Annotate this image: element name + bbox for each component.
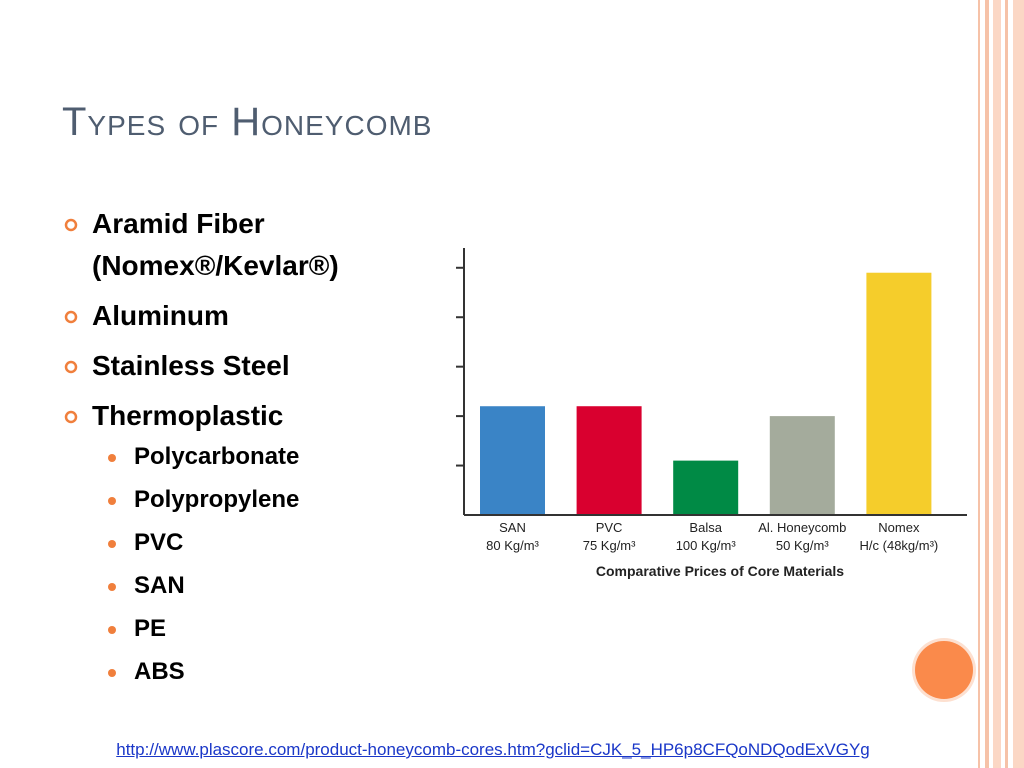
bullet-marker: [64, 310, 78, 324]
sub-bullet: PE: [134, 615, 167, 642]
sub-bullet: SAN: [134, 572, 185, 599]
sub-bullet: Polypropylene: [134, 486, 300, 513]
x-tick-sublabel: 50 Kg/m³: [776, 538, 829, 553]
bar: [480, 406, 545, 515]
bullet: Aramid Fiber (Nomex®/Kevlar®): [92, 208, 339, 281]
x-tick-label: SAN: [499, 520, 526, 535]
x-tick-sublabel: 80 Kg/m³: [486, 538, 539, 553]
bar: [576, 406, 642, 515]
bar: [673, 460, 739, 515]
sub-bullet-marker: [108, 669, 116, 677]
sub-bullet-marker: [108, 626, 116, 634]
sub-bullet: PVC: [134, 529, 184, 556]
bullet-marker: [64, 218, 78, 232]
slide-title: Types of Honeycomb: [62, 100, 433, 144]
bullet-marker: [64, 360, 78, 374]
sub-bullet-marker: [108, 540, 116, 548]
x-tick-label: PVC: [596, 520, 623, 535]
sub-bullet-marker: [108, 454, 116, 462]
x-tick-label: Balsa: [689, 520, 722, 535]
bullet: Thermoplastic: [92, 400, 284, 431]
sub-bullet-marker: [108, 583, 116, 591]
sub-bullet: ABS: [134, 658, 185, 685]
x-tick-label: Nomex: [878, 520, 920, 535]
x-tick-label: Al. Honeycomb: [758, 520, 846, 535]
bullet: Stainless Steel: [92, 350, 290, 381]
x-tick-sublabel: 75 Kg/m³: [583, 538, 636, 553]
x-tick-sublabel: 100 Kg/m³: [676, 538, 737, 553]
bar: [769, 416, 835, 515]
sub-bullet-marker: [108, 497, 116, 505]
bullet-marker: [64, 410, 78, 424]
x-axis-title: Comparative Prices of Core Materials: [596, 563, 844, 579]
bullet: Aluminum: [92, 300, 229, 331]
source-link[interactable]: http://www.plascore.com/product-honeycom…: [116, 740, 870, 759]
x-tick-sublabel: H/c (48kg/m³): [860, 538, 939, 553]
bar: [866, 272, 932, 515]
sub-bullet: Polycarbonate: [134, 443, 300, 470]
